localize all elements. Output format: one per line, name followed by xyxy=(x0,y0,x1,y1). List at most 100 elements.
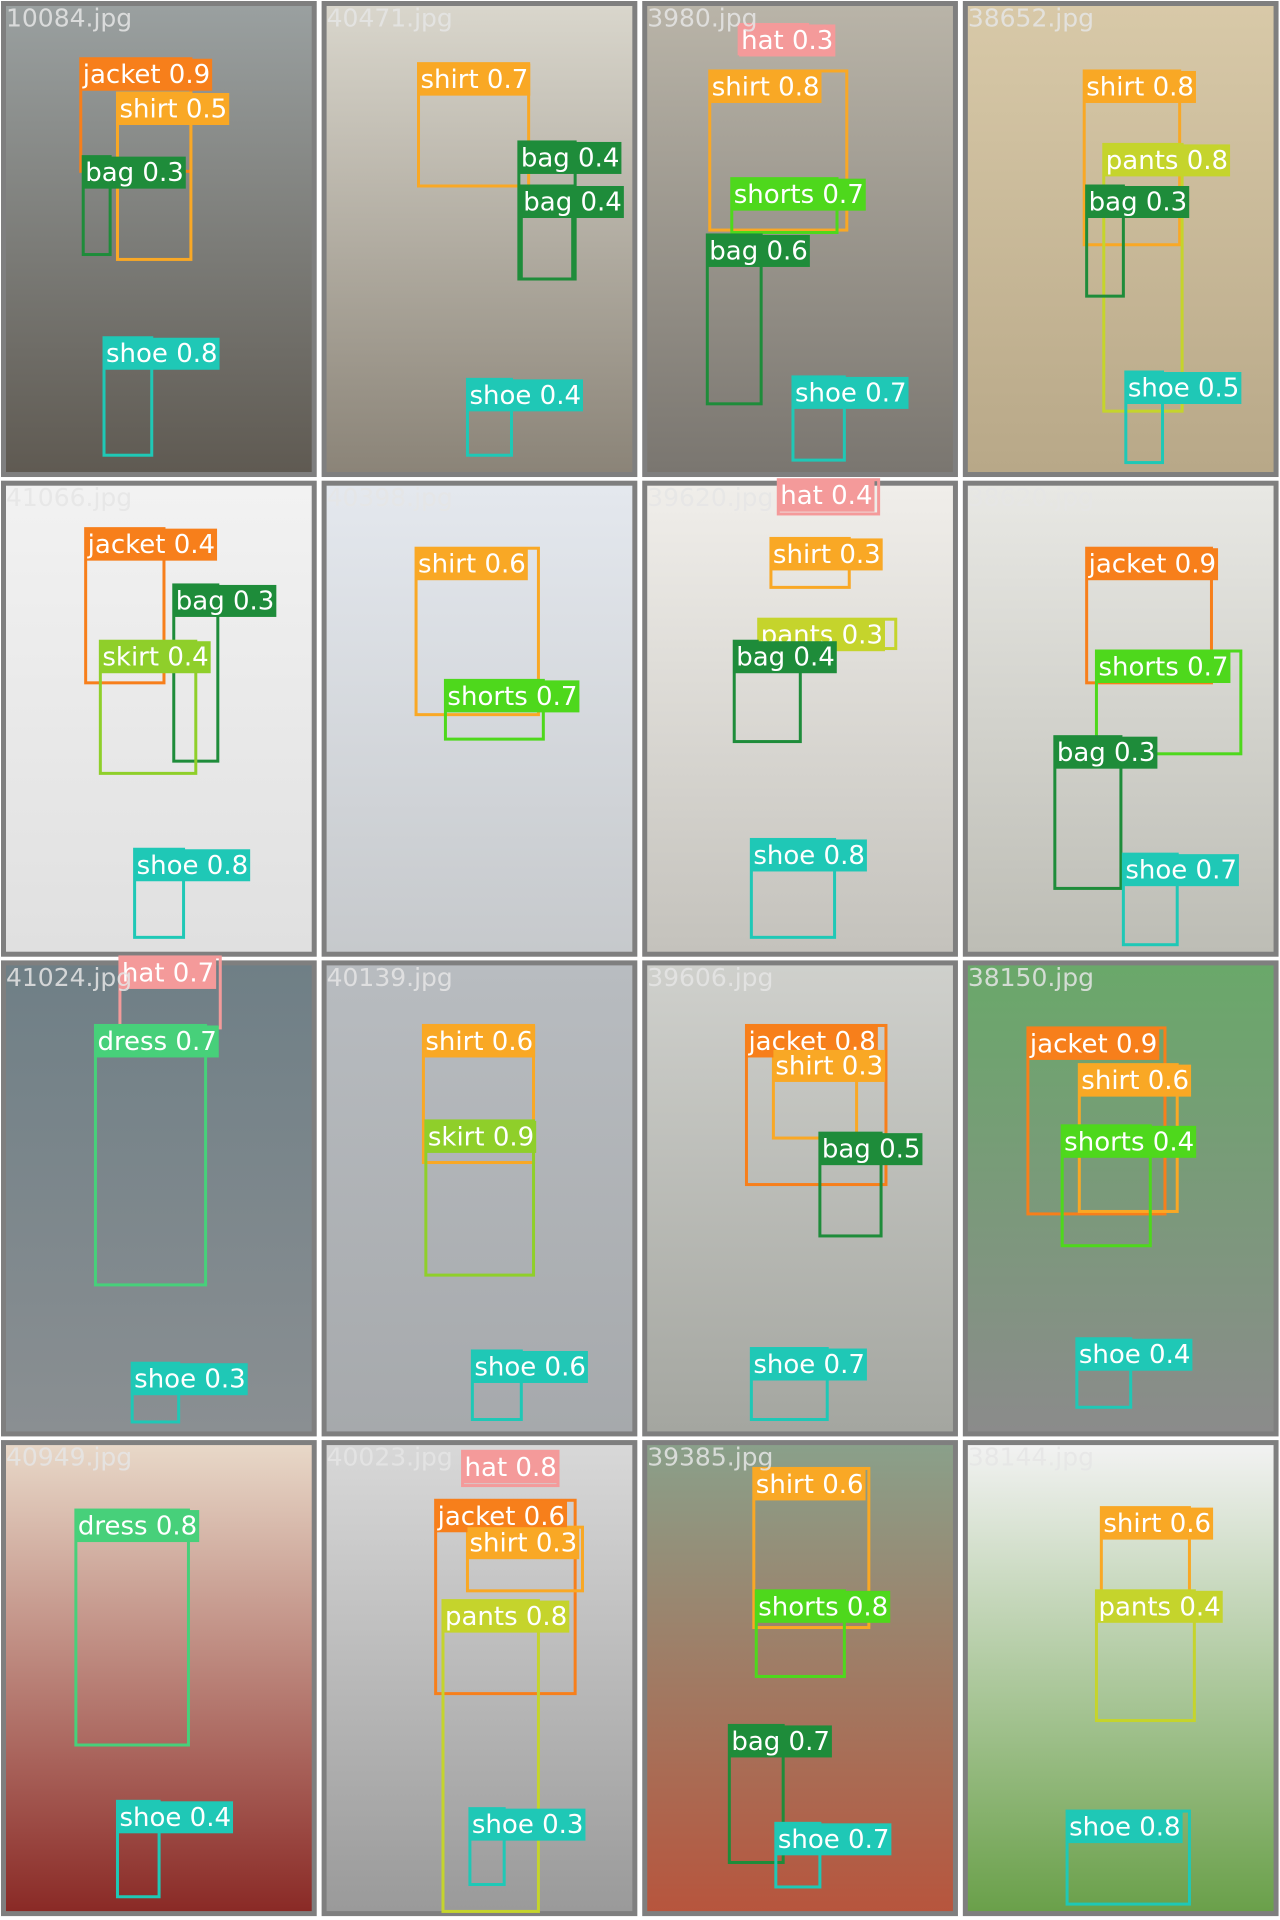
detection-label: shoe 0.3 xyxy=(472,1810,584,1840)
detection-label: jacket 0.9 xyxy=(1029,1029,1157,1059)
label-background xyxy=(1084,70,1196,103)
detection-label: hat 0.8 xyxy=(465,1453,557,1483)
label-background xyxy=(739,24,836,57)
detection-label: dress 0.8 xyxy=(78,1512,197,1542)
detection-label: bag 0.5 xyxy=(822,1135,921,1165)
label-background xyxy=(1076,1338,1193,1371)
label-background xyxy=(462,1451,559,1484)
label-background xyxy=(773,1049,886,1082)
file-name: 40139.jpg xyxy=(327,963,453,992)
label-background xyxy=(734,641,837,674)
detection-label: jacket 0.9 xyxy=(1088,550,1216,580)
label-background xyxy=(1062,1125,1197,1158)
tile: hat 0.3 shirt 0.8 shorts 0.7 bag 0.6 shoe 0.… xyxy=(642,1,958,478)
tile: hat 0.7 dress 0.7 shoe 0.3 41024.jpg xyxy=(1,955,317,1437)
detection-label: shoe 0.3 xyxy=(134,1365,246,1395)
label-background xyxy=(729,1725,832,1758)
detection-label: hat 0.4 xyxy=(780,481,872,511)
tile: jacket 0.4 bag 0.3 skirt 0.4 shoe 0.8 41066.… xyxy=(1,480,317,957)
detection-label: bag 0.6 xyxy=(709,236,808,266)
label-background xyxy=(1027,1027,1160,1060)
detection-label: shirt 0.7 xyxy=(421,65,529,95)
tile: jacket 0.9 shirt 0.6 shorts 0.4 shoe 0.4 381… xyxy=(962,960,1279,1437)
detection-label: skirt 0.4 xyxy=(102,643,208,673)
label-background xyxy=(1096,651,1231,684)
label-background xyxy=(770,538,883,571)
label-background xyxy=(1086,186,1190,219)
detection-label: shorts 0.7 xyxy=(447,682,577,712)
detection-label: bag 0.3 xyxy=(85,158,184,188)
detection-label: shoe 0.8 xyxy=(753,841,865,871)
label-background xyxy=(756,1590,891,1623)
file-name: 3980.jpg xyxy=(647,3,757,32)
tile: jacket 0.9 shirt 0.5 bag 0.3 shoe 0.8 10084.… xyxy=(1,1,317,478)
detection-label: shoe 0.8 xyxy=(1069,1813,1181,1843)
label-background xyxy=(119,956,217,989)
label-background xyxy=(85,528,218,561)
label-background xyxy=(1103,144,1231,177)
tile: shirt 0.6 skirt 0.9 shoe 0.6 40139.jpg xyxy=(321,960,638,1437)
label-background xyxy=(707,234,810,267)
file-name: 41066.jpg xyxy=(6,483,132,512)
label-background xyxy=(117,93,230,126)
file-name: 38620.jpg xyxy=(968,483,1094,512)
label-background xyxy=(751,1348,867,1381)
file-name: 38144.jpg xyxy=(968,1442,1094,1471)
detection-label: pants 0.8 xyxy=(445,1602,567,1632)
label-background xyxy=(445,680,580,713)
tile: dress 0.8 shoe 0.4 40949.jpg xyxy=(1,1440,317,1917)
label-background xyxy=(775,1823,892,1856)
tile: shirt 0.6 pants 0.4 shoe 0.8 38144.jpg xyxy=(962,1440,1279,1917)
detection-label: shirt 0.6 xyxy=(425,1027,533,1057)
detection-label: shorts 0.4 xyxy=(1064,1127,1194,1157)
label-background xyxy=(1079,1064,1192,1097)
label-background xyxy=(751,839,867,872)
label-background xyxy=(416,548,528,581)
label-background xyxy=(117,1801,234,1834)
detection-label: jacket 0.4 xyxy=(87,530,215,560)
label-background xyxy=(518,141,622,174)
detection-label: shirt 0.3 xyxy=(773,540,881,570)
detection-label: shoe 0.7 xyxy=(778,1825,890,1855)
file-name: 41024.jpg xyxy=(6,963,132,992)
label-background xyxy=(469,1808,586,1841)
detection-label: shoe 0.5 xyxy=(1128,374,1240,404)
detection-label: shoe 0.7 xyxy=(1125,856,1237,886)
label-background xyxy=(423,1025,536,1058)
label-background xyxy=(778,479,875,512)
detection-label: shirt 0.6 xyxy=(756,1470,864,1500)
label-background xyxy=(709,70,822,103)
label-background xyxy=(83,156,186,189)
label-background xyxy=(418,63,531,96)
file-name: 40949.jpg xyxy=(6,1442,132,1471)
detection-label: shirt 0.8 xyxy=(712,72,820,102)
detection-label: hat 0.7 xyxy=(122,958,214,988)
detection-label: shirt 0.6 xyxy=(1081,1066,1189,1096)
label-background xyxy=(134,849,251,882)
file-name: 40471.jpg xyxy=(327,3,453,32)
detection-label: pants 0.8 xyxy=(1106,146,1228,176)
detection-label: shorts 0.8 xyxy=(758,1592,888,1622)
detection-label: bag 0.4 xyxy=(521,143,620,173)
detection-label: shoe 0.4 xyxy=(119,1803,231,1833)
file-name: 40398.jpg xyxy=(327,483,453,512)
label-background xyxy=(792,376,909,409)
detection-label: shoe 0.7 xyxy=(753,1350,865,1380)
label-background xyxy=(100,641,211,674)
label-background xyxy=(132,1363,248,1396)
detection-label: shirt 0.3 xyxy=(775,1051,883,1081)
tile: shirt 0.7 bag 0.4 bag 0.4 shoe 0.4 40471.jpg xyxy=(321,1,638,478)
file-name: 39620.jpg xyxy=(647,483,773,512)
detection-label: shirt 0.8 xyxy=(1086,72,1194,102)
detection-label: shorts 0.7 xyxy=(734,180,864,210)
label-background xyxy=(104,337,220,370)
detection-label: hat 0.3 xyxy=(741,26,833,56)
label-background xyxy=(1125,372,1242,405)
tile: shirt 0.6 shorts 0.8 bag 0.7 shoe 0.7 39385.… xyxy=(642,1440,958,1917)
detection-label: shoe 0.4 xyxy=(1079,1340,1191,1370)
detection-label: bag 0.7 xyxy=(731,1727,830,1757)
file-name: 38150.jpg xyxy=(968,963,1094,992)
detection-label: shirt 0.5 xyxy=(119,95,227,125)
